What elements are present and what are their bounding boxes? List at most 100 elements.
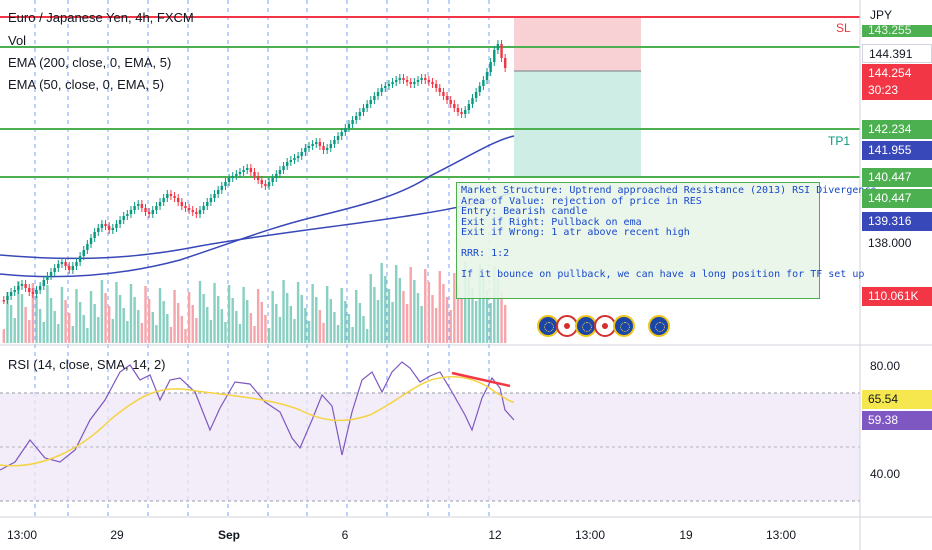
time-label: 13:00	[574, 528, 606, 542]
volume-bar	[493, 266, 496, 343]
candle-body	[158, 202, 162, 206]
volume-bar	[369, 274, 372, 343]
volume-bar	[380, 263, 383, 343]
volume-bar	[260, 302, 263, 343]
volume-bar	[118, 295, 122, 343]
candle-body	[464, 110, 467, 114]
ema200-legend[interactable]: EMA (200, close, 0, EMA, 5)	[8, 55, 172, 70]
volume-bar	[376, 300, 380, 343]
take-profit-zone[interactable]	[514, 71, 641, 178]
volume-bar	[147, 299, 151, 343]
volume-bar	[235, 311, 238, 343]
sl-label: SL	[836, 21, 851, 35]
volume-bar	[503, 305, 507, 343]
candle-body	[162, 198, 165, 202]
candle-body	[471, 98, 474, 104]
candle-body	[57, 264, 60, 268]
time-label: Sep	[217, 528, 241, 542]
volume-bar	[140, 323, 144, 343]
current-price-tag: 144.254 30:23	[862, 64, 932, 100]
price-tag-level: 140.447	[862, 189, 932, 208]
eu-flag-icon[interactable]	[613, 315, 635, 337]
candle-body	[384, 86, 387, 88]
candle-body	[434, 84, 438, 88]
candle-body	[253, 172, 256, 176]
candle-body	[304, 148, 307, 152]
candle-body	[293, 158, 296, 160]
time-label: 13:00	[6, 528, 38, 542]
volume-bar	[398, 278, 402, 343]
candle-body	[93, 232, 96, 238]
candle-body	[431, 82, 434, 84]
candle-body	[104, 224, 107, 226]
volume-bar	[445, 297, 449, 343]
volume-bar	[333, 312, 336, 343]
candle-body	[187, 208, 191, 210]
candlesticks[interactable]	[2, 40, 507, 304]
candle-body	[216, 190, 220, 194]
candle-body	[166, 194, 169, 198]
candle-body	[456, 108, 460, 112]
volume-bar	[67, 313, 71, 343]
candle-body	[285, 162, 289, 166]
eu-flag-icon[interactable]	[648, 315, 670, 337]
candle-body	[409, 82, 412, 84]
volume-bar	[496, 279, 500, 343]
candle-body	[413, 82, 416, 84]
volume-bar	[355, 290, 358, 343]
candle-body	[300, 152, 303, 156]
candle-body	[82, 250, 85, 256]
volume-bar	[482, 277, 485, 343]
volume-bar	[209, 320, 213, 343]
candle-body	[329, 144, 333, 148]
volume-bar	[13, 318, 16, 343]
volume-bar	[340, 288, 343, 343]
trade-plan-note[interactable]: Market Structure: Uptrend approached Res…	[456, 182, 876, 299]
candle-body	[282, 166, 285, 170]
candle-body	[275, 174, 278, 178]
volume-bar	[391, 302, 394, 343]
volume-bar	[42, 322, 45, 343]
candle-body	[336, 136, 340, 140]
ema50-legend[interactable]: EMA (50, close, 0, EMA, 5)	[8, 77, 165, 92]
candle-body	[206, 202, 209, 206]
candle-body	[100, 224, 104, 228]
rsi-legend[interactable]: RSI (14, close, SMA, 14, 2)	[8, 357, 166, 372]
candle-body	[28, 288, 31, 292]
rsi-divergence-line[interactable]	[451, 371, 511, 388]
ema50-line	[0, 135, 515, 278]
candle-body	[246, 168, 249, 170]
candle-body	[496, 44, 500, 50]
symbol-title[interactable]: Euro / Japanese Yen, 4h, FXCM	[8, 10, 194, 25]
volume-bar	[169, 327, 173, 343]
volume-bar	[362, 316, 365, 343]
rsi-signal-tag: 65.54	[862, 390, 932, 409]
volume-bar	[253, 326, 256, 343]
volume-bar	[344, 301, 347, 343]
currency-label[interactable]: JPY	[870, 8, 893, 22]
volume-bar	[285, 293, 289, 343]
candle-body	[13, 290, 16, 292]
candle-body	[449, 100, 452, 104]
volume-bar	[347, 314, 351, 343]
volume-bar	[467, 275, 471, 343]
volume-bar	[416, 293, 420, 343]
candle-body	[442, 92, 445, 96]
candle-body	[78, 256, 82, 262]
candle-body	[493, 50, 496, 62]
volume-legend[interactable]: Vol	[8, 33, 27, 48]
bar-countdown: 30:23	[868, 83, 899, 97]
volume-bar	[71, 326, 75, 343]
rsi-line	[0, 361, 515, 471]
volume-bar	[329, 299, 333, 343]
candle-body	[140, 204, 144, 208]
volume-bar	[220, 309, 224, 343]
volume-bar	[438, 271, 442, 343]
candle-body	[438, 88, 442, 92]
candle-body	[355, 116, 358, 120]
volume-bar	[336, 325, 340, 343]
stop-loss-zone[interactable]	[514, 18, 641, 71]
candle-body	[173, 196, 176, 198]
volume-bar	[137, 310, 140, 343]
